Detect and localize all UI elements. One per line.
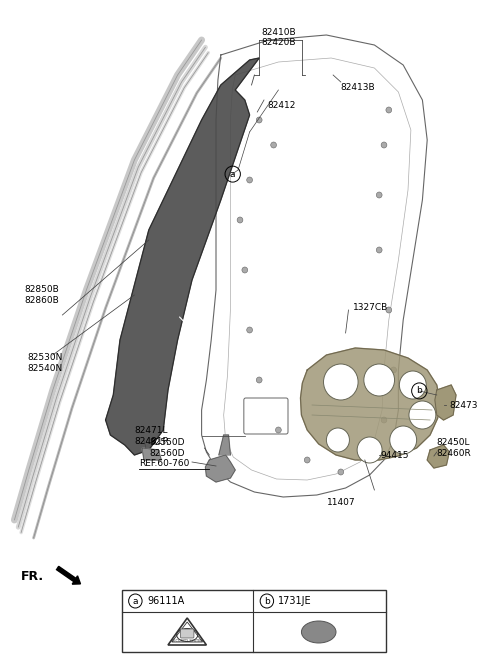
FancyBboxPatch shape [180,629,194,638]
Polygon shape [219,435,230,455]
Text: 82550D
82560D: 82550D 82560D [150,438,185,458]
Text: 94415: 94415 [380,451,408,461]
Circle shape [399,371,426,399]
Circle shape [391,367,396,373]
Text: 82450L
82460R: 82450L 82460R [437,438,471,458]
Circle shape [271,142,276,148]
Text: 82410B
82420B: 82410B 82420B [261,28,296,47]
Polygon shape [142,448,161,460]
Circle shape [276,427,281,433]
Polygon shape [435,385,456,420]
Circle shape [367,452,372,458]
Circle shape [326,428,349,452]
Circle shape [376,247,382,253]
Circle shape [357,437,382,463]
Circle shape [338,469,344,475]
Polygon shape [427,445,449,468]
Circle shape [256,117,262,123]
Polygon shape [106,58,259,455]
Bar [122,590,386,652]
Text: FR.: FR. [21,570,44,583]
Circle shape [381,142,387,148]
Polygon shape [300,348,440,460]
Text: b: b [264,597,270,606]
Text: REF.60-760: REF.60-760 [139,459,190,468]
Circle shape [376,192,382,198]
Circle shape [324,364,358,400]
Circle shape [386,307,392,313]
Text: 1327CB: 1327CB [353,304,388,313]
FancyArrow shape [57,566,81,584]
Circle shape [242,267,248,273]
Text: 11407: 11407 [326,498,355,507]
Text: SECURITY SYSTEM: SECURITY SYSTEM [171,639,204,643]
Circle shape [386,107,392,113]
Text: 82471L
82481R: 82471L 82481R [134,426,169,445]
Text: a: a [230,170,236,179]
Text: 1731JE: 1731JE [278,596,312,606]
Polygon shape [205,455,235,482]
Circle shape [304,457,310,463]
Text: 82850B
82860B: 82850B 82860B [24,285,59,305]
Circle shape [409,401,436,429]
Circle shape [247,177,252,183]
Circle shape [256,377,262,383]
Text: 82412: 82412 [267,101,295,110]
Circle shape [381,417,387,423]
Text: a: a [132,597,138,606]
Circle shape [247,327,252,333]
Text: 82530N
82540N: 82530N 82540N [27,353,62,373]
Ellipse shape [301,621,336,643]
Text: 96111A: 96111A [147,596,184,606]
Text: 82413B: 82413B [341,83,375,93]
Circle shape [364,364,395,396]
Text: 82473: 82473 [449,401,478,409]
Text: b: b [417,386,422,396]
Circle shape [237,217,243,223]
Circle shape [390,426,417,454]
